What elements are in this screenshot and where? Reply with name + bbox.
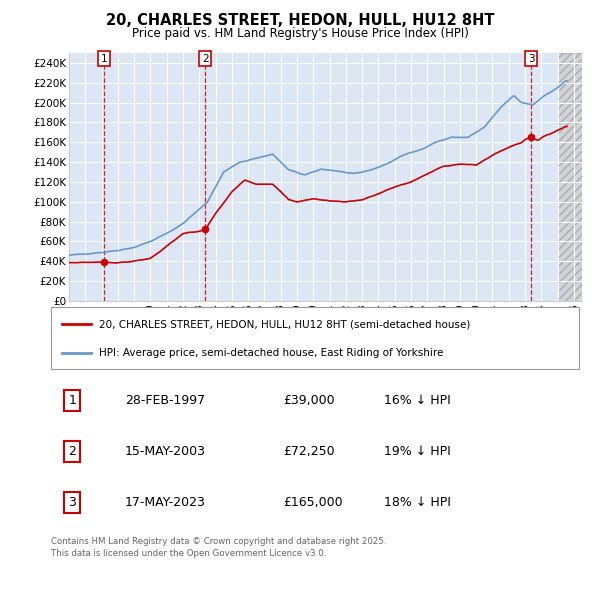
Text: Price paid vs. HM Land Registry's House Price Index (HPI): Price paid vs. HM Land Registry's House … bbox=[131, 27, 469, 40]
Text: 18% ↓ HPI: 18% ↓ HPI bbox=[383, 496, 451, 509]
Text: Contains HM Land Registry data © Crown copyright and database right 2025.
This d: Contains HM Land Registry data © Crown c… bbox=[51, 537, 386, 558]
Bar bbox=[557, 53, 582, 301]
Text: 2: 2 bbox=[202, 54, 209, 64]
FancyBboxPatch shape bbox=[51, 307, 579, 369]
Bar bbox=[557, 53, 582, 301]
Text: 16% ↓ HPI: 16% ↓ HPI bbox=[383, 394, 451, 407]
Text: HPI: Average price, semi-detached house, East Riding of Yorkshire: HPI: Average price, semi-detached house,… bbox=[98, 348, 443, 358]
Text: 2: 2 bbox=[68, 445, 76, 458]
Text: 15-MAY-2003: 15-MAY-2003 bbox=[125, 445, 206, 458]
Text: 20, CHARLES STREET, HEDON, HULL, HU12 8HT: 20, CHARLES STREET, HEDON, HULL, HU12 8H… bbox=[106, 13, 494, 28]
Text: 28-FEB-1997: 28-FEB-1997 bbox=[125, 394, 205, 407]
Text: 1: 1 bbox=[101, 54, 107, 64]
Text: £39,000: £39,000 bbox=[283, 394, 335, 407]
Text: 17-MAY-2023: 17-MAY-2023 bbox=[125, 496, 206, 509]
Text: £72,250: £72,250 bbox=[283, 445, 335, 458]
Text: £165,000: £165,000 bbox=[283, 496, 343, 509]
Text: 3: 3 bbox=[528, 54, 535, 64]
Text: 19% ↓ HPI: 19% ↓ HPI bbox=[383, 445, 451, 458]
Text: 3: 3 bbox=[68, 496, 76, 509]
Text: 1: 1 bbox=[68, 394, 76, 407]
Text: 20, CHARLES STREET, HEDON, HULL, HU12 8HT (semi-detached house): 20, CHARLES STREET, HEDON, HULL, HU12 8H… bbox=[98, 319, 470, 329]
